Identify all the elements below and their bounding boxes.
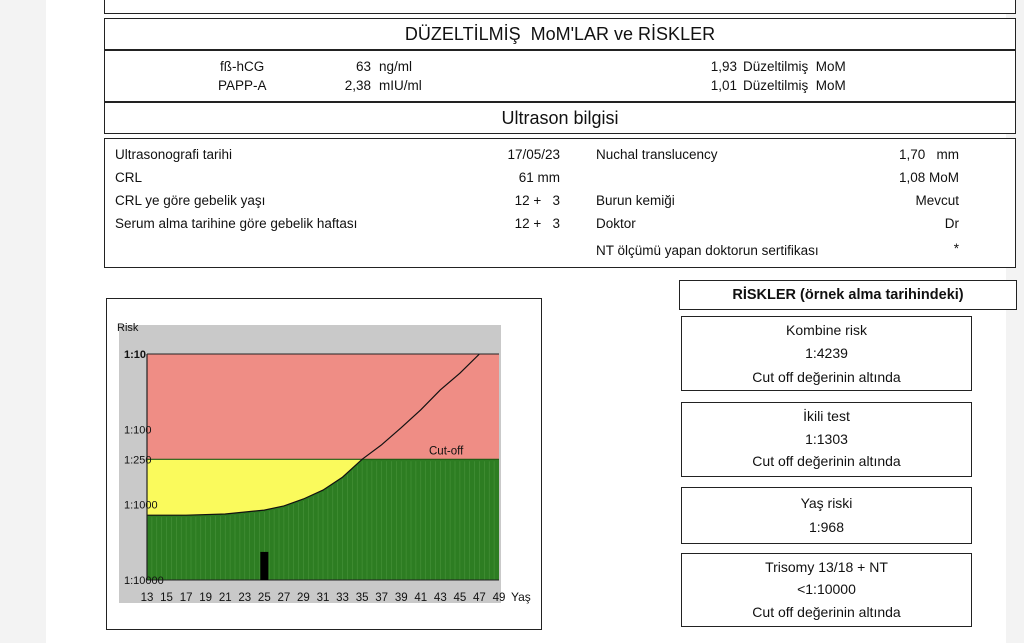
- risks-title-box: RİSKLER (örnek alma tarihindeki): [679, 280, 1017, 310]
- us-left-label: CRL: [115, 170, 143, 185]
- x-tick-label: 13: [141, 592, 154, 604]
- risk-box-note: Cut off değerinin altında: [752, 453, 901, 469]
- report-sheet: DÜZELTİLMİŞ MoM'LAR ve RİSKLER fß-hCG 63…: [46, 0, 1017, 643]
- risks-title: RİSKLER (örnek alma tarihindeki): [732, 287, 964, 303]
- chart-plot-area: Cut-off 1:10 1:100 1:250 1:1000 1:10000 13 15 17…: [124, 349, 505, 604]
- x-tick-label: 33: [336, 592, 349, 604]
- mom-row-mom-label: Düzeltilmiş MoM: [743, 78, 846, 93]
- us-left-label: Serum alma tarihine göre gebelik haftası: [115, 216, 358, 231]
- x-tick-label: 37: [375, 592, 388, 604]
- x-tick-label: 35: [356, 592, 369, 604]
- us-right-value: 1,08 MoM: [898, 170, 959, 185]
- high-risk-zone: [147, 354, 499, 460]
- us-left-value: 12 + 3: [514, 193, 560, 208]
- ultrasound-section-header: Ultrason bilgisi: [104, 102, 1016, 134]
- x-tick-label: 47: [473, 592, 486, 604]
- risk-box-age: Yaş riski 1:968: [681, 487, 972, 544]
- ultrasound-info-table: Ultrasonografi tarihi 17/05/23 CRL 61 mm…: [104, 138, 1016, 268]
- y-tick-label: 1:1000: [124, 500, 158, 512]
- risk-box-trisomy: Trisomy 13/18 + NT <1:10000 Cut off değe…: [681, 553, 972, 627]
- risk-box-value: 1:1303: [805, 431, 848, 447]
- x-tick-label: 31: [317, 592, 330, 604]
- x-tick-label: 45: [453, 592, 466, 604]
- x-tick-label: 39: [395, 592, 408, 604]
- x-tick-label: 21: [219, 592, 232, 604]
- mom-section-header: DÜZELTİLMİŞ MoM'LAR ve RİSKLER: [104, 18, 1016, 50]
- us-left-value: 12 + 3: [514, 216, 560, 231]
- y-tick-label: 1:250: [124, 454, 152, 466]
- top-partial-box: [104, 0, 1016, 14]
- us-left-value: 17/05/23: [507, 147, 560, 162]
- mom-row-mom: 1,01: [710, 78, 737, 93]
- x-tick-label: 27: [277, 592, 290, 604]
- risk-box-combined: Kombine risk 1:4239 Cut off değerinin al…: [681, 316, 972, 391]
- mom-row-value: 2,38: [344, 78, 371, 93]
- risk-box-double-test: İkili test 1:1303 Cut off değerinin altı…: [681, 402, 972, 477]
- us-right-value: Dr: [944, 216, 959, 231]
- mom-section-title: DÜZELTİLMİŞ MoM'LAR ve RİSKLER: [404, 23, 716, 44]
- risk-chart-box: Risk Yaş Cut-off 1:10 1:100 1:250 1:1000 1:10…: [106, 298, 542, 630]
- ultrasound-section-title: Ultrason bilgisi: [501, 107, 619, 128]
- us-right-label: Doktor: [596, 216, 636, 231]
- mom-row-value: 63: [355, 59, 371, 74]
- x-tick-label: 19: [199, 592, 212, 604]
- risk-box-title: Kombine risk: [786, 322, 867, 338]
- x-tick-label: 23: [238, 592, 251, 604]
- x-tick-label: 15: [160, 592, 173, 604]
- us-left-label: Ultrasonografi tarihi: [115, 147, 233, 162]
- mom-row-mom: 1,93: [710, 59, 737, 74]
- us-left-label: CRL ye göre gebelik yaşı: [115, 193, 266, 208]
- risk-box-note: Cut off değerinin altında: [752, 604, 901, 620]
- y-tick-label: 1:10000: [124, 575, 164, 587]
- risk-box-note: Cut off değerinin altında: [752, 369, 901, 385]
- us-right-value: 1,70 mm: [898, 147, 959, 162]
- us-left-value: 61 mm: [518, 170, 560, 185]
- patient-risk-marker: [260, 551, 269, 580]
- risk-box-value: 1:4239: [805, 345, 848, 361]
- mom-row-mom-label: Düzeltilmiş MoM: [743, 59, 846, 74]
- y-tick-label: 1:10: [124, 349, 146, 361]
- risk-box-value: <1:10000: [797, 581, 856, 597]
- mom-row-name: PAPP-A: [218, 78, 267, 93]
- us-right-value: Mevcut: [915, 193, 959, 208]
- mom-row-unit: mIU/ml: [379, 78, 422, 93]
- x-tick-label: 41: [414, 592, 427, 604]
- us-right-value: *: [953, 241, 959, 256]
- cutoff-label: Cut-off: [429, 445, 464, 457]
- x-tick-label: 17: [180, 592, 193, 604]
- mom-table: fß-hCG 63 ng/ml 1,93 Düzeltilmiş MoM PAP…: [104, 50, 1016, 102]
- us-right-label: Nuchal translucency: [596, 147, 718, 162]
- x-tick-label: 29: [297, 592, 310, 604]
- us-right-label: NT ölçümü yapan doktorun sertifikası: [596, 243, 819, 258]
- risk-box-title: Yaş riski: [800, 495, 853, 511]
- risk-box-value: 1:968: [808, 519, 845, 535]
- x-tick-label: 25: [258, 592, 271, 604]
- age-risk-curve: [147, 353, 480, 516]
- y-tick-label: 1:100: [124, 424, 152, 436]
- mom-row-unit: ng/ml: [379, 59, 413, 74]
- risk-box-title: Trisomy 13/18 + NT: [765, 559, 888, 575]
- x-tick-label: 43: [434, 592, 447, 604]
- x-tick-label: 49: [493, 592, 506, 604]
- risk-chart: Risk Yaş Cut-off 1:10 1:100 1:250 1:1000 1:10…: [117, 322, 531, 604]
- y-axis-label: Risk: [117, 322, 139, 334]
- x-axis-label: Yaş: [511, 590, 531, 604]
- mom-row-name: fß-hCG: [220, 59, 265, 74]
- us-right-label: Burun kemiği: [596, 193, 675, 208]
- risk-box-title: İkili test: [803, 408, 850, 424]
